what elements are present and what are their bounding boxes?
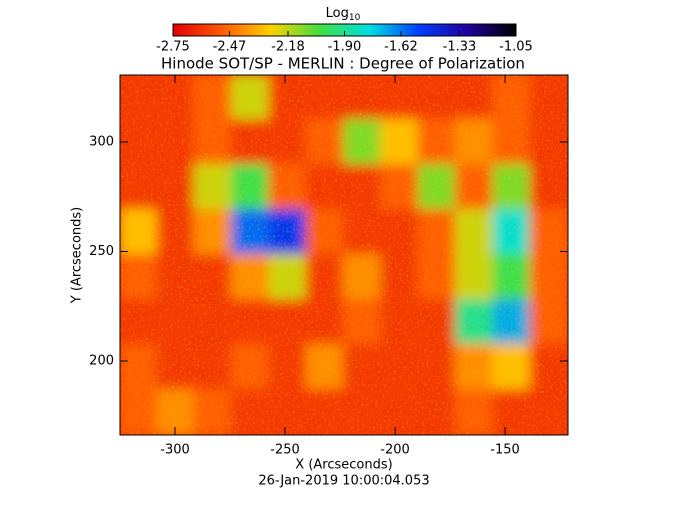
colorbar-label-sub: 10 bbox=[349, 13, 361, 23]
plot-frame bbox=[119, 74, 569, 436]
colorbar-tick-label: -1.62 bbox=[384, 40, 418, 55]
chart-title: Hinode SOT/SP - MERLIN : Degree of Polar… bbox=[161, 55, 525, 73]
y-axis-label: Y (Arcseconds) bbox=[70, 207, 85, 304]
colorbar-tick-label: -2.47 bbox=[213, 40, 247, 55]
colorbar-label-main: Log bbox=[326, 6, 349, 21]
x-tick-label: -250 bbox=[270, 443, 300, 458]
colorbar-label: Log10 bbox=[326, 6, 361, 23]
y-tick-label: 250 bbox=[89, 244, 114, 259]
colorbar-tick-label: -1.90 bbox=[328, 40, 362, 55]
y-tick-label: 300 bbox=[89, 135, 114, 150]
colorbar-tick-label: -1.33 bbox=[443, 40, 477, 55]
x-axis-label: X (Arcseconds) bbox=[295, 458, 392, 473]
date-annotation: 26-Jan-2019 10:00:04.053 bbox=[258, 474, 429, 489]
colorbar-tick-label: -2.75 bbox=[156, 40, 190, 55]
x-tick-label: -150 bbox=[490, 443, 520, 458]
y-tick-label: 200 bbox=[89, 353, 114, 368]
colorbar-tick-label: -2.18 bbox=[271, 40, 305, 55]
x-tick-label: -200 bbox=[380, 443, 410, 458]
x-tick-label: -300 bbox=[160, 443, 190, 458]
texture bbox=[120, 75, 568, 435]
colorbar-tick-label: -1.05 bbox=[499, 40, 533, 55]
